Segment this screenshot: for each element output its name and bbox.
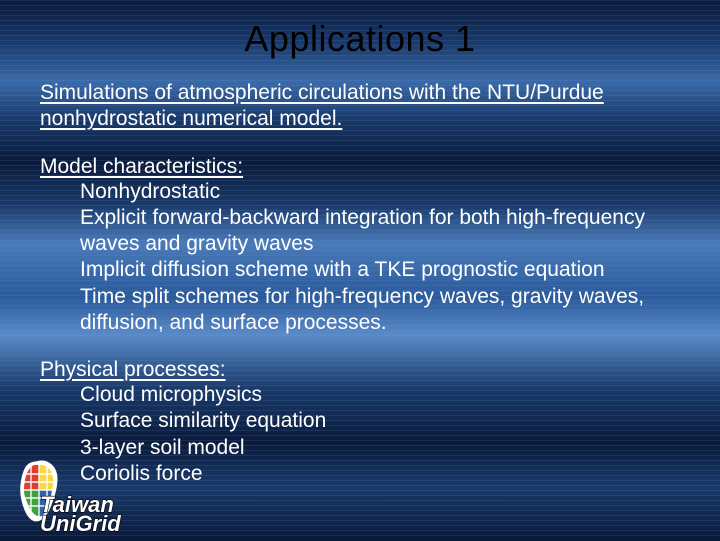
list-item: Nonhydrostatic (80, 179, 680, 205)
list-item: 3-layer soil model (80, 435, 680, 461)
section-items-1: Nonhydrostatic Explicit forward-backward… (40, 179, 680, 337)
slide-subtitle: Simulations of atmospheric circulations … (40, 80, 680, 133)
section-heading-1: Model characteristics: (40, 155, 680, 179)
section-heading-2: Physical processes: (40, 358, 680, 382)
list-item: Surface similarity equation (80, 408, 680, 434)
list-item: Coriolis force (80, 461, 680, 487)
list-item: Explicit forward-backward integration fo… (80, 205, 680, 258)
list-item: Implicit diffusion scheme with a TKE pro… (80, 257, 680, 283)
slide-title: Applications 1 (40, 18, 680, 60)
logo-text-unigrid: UniGrid (40, 511, 121, 536)
taiwan-unigrid-logo: Taiwan UniGrid (6, 456, 126, 536)
list-item: Cloud microphysics (80, 382, 680, 408)
list-item: Time split schemes for high-frequency wa… (80, 284, 680, 337)
section-items-2: Cloud microphysics Surface similarity eq… (40, 382, 680, 487)
